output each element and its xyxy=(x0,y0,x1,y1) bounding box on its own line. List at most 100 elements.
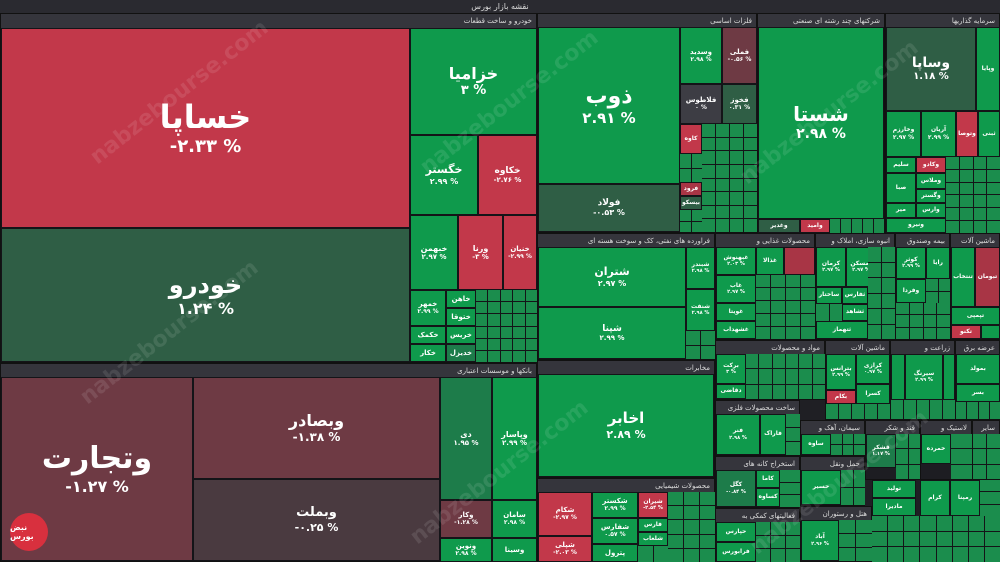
tile-sayer-sub[interactable] xyxy=(891,354,905,400)
tile-fakhooz[interactable]: فخوز ۰.۳۱ % xyxy=(722,84,757,124)
tile-fersol[interactable]: فرابورس xyxy=(716,542,756,562)
tile-madira[interactable]: مادیرا xyxy=(872,498,916,516)
tile-kave[interactable]: کاوه xyxy=(680,124,702,154)
tile-kerazi[interactable]: کرازی ۰.۹۷ % xyxy=(856,354,890,384)
tile-shaksht[interactable]: شنفت ۲.۹۸ % xyxy=(686,289,715,331)
tile-vafarda[interactable]: وفردا xyxy=(896,279,926,303)
tile-kheihan[interactable]: خبهمن ۲.۹۷ % xyxy=(410,215,458,290)
tile-fashr[interactable]: قشکر ۱.۱۷ % xyxy=(866,434,896,468)
tile-vatooza[interactable]: وتوصا xyxy=(956,111,978,157)
tile-tiab[interactable]: آباد ۲.۹۶ % xyxy=(801,520,839,561)
tile-kama[interactable]: کاما xyxy=(756,470,780,488)
tile-vagostar[interactable]: وگستر xyxy=(916,189,946,203)
tile-food-red[interactable] xyxy=(784,247,815,275)
tile-betrans[interactable]: بترانس ۲.۹۹ % xyxy=(826,354,856,390)
tile-khetoop[interactable]: ختوقا xyxy=(446,308,476,326)
tile-vasapa[interactable]: وساپا ۱.۱۸ % xyxy=(886,27,976,111)
tile-shekam[interactable]: شکام -۲.۹۷ % xyxy=(538,492,592,536)
tile-kerman[interactable]: کرمان ۲.۹۷ % xyxy=(816,247,846,287)
tile-foroud[interactable]: فرود xyxy=(680,182,702,196)
tile-khasapa[interactable]: خساپا -۲.۳۳ % xyxy=(1,28,410,228)
tile-kuhsar[interactable]: کوثر ۲.۹۹ % xyxy=(896,247,926,279)
tile-dalghi[interactable]: دقاضی xyxy=(716,384,746,399)
tile-shaltab[interactable]: شلعاب xyxy=(638,532,668,546)
tile-shepna[interactable]: شپنا ۲.۹۹ % xyxy=(538,307,686,359)
tile-tephi[interactable]: تپمپی xyxy=(951,307,1000,325)
tile-khekar[interactable]: خکار xyxy=(410,344,446,362)
tile-fameli[interactable]: فملی -۰.۵۶ % xyxy=(722,27,757,84)
tile-vamlas[interactable]: وملاس xyxy=(916,173,946,189)
tile-bemoled[interactable]: بمولد xyxy=(956,354,1000,384)
tile-vsina[interactable]: وسینا xyxy=(492,538,537,562)
tile-kasra[interactable]: کسرا xyxy=(856,384,890,404)
tile-khodro[interactable]: خودرو ۱.۲۴ % xyxy=(1,228,410,362)
tile-vpasar[interactable]: وپاسار ۲.۹۹ % xyxy=(492,377,537,500)
tile-ghoyia[interactable]: غویتا xyxy=(716,303,756,321)
tile-shepli[interactable]: شپلی -۲.۰۳ % xyxy=(538,536,592,562)
tile-vasadid[interactable]: وسدید ۲.۹۸ % xyxy=(680,27,722,84)
tile-khoshd[interactable]: خمرده xyxy=(921,434,951,464)
tile-vares[interactable]: وارس xyxy=(916,203,946,218)
tile-vbsader[interactable]: وبصادر -۱.۳۸ % xyxy=(193,377,440,479)
tile-saveh[interactable]: ساوه xyxy=(801,434,831,455)
tile-vbmellat[interactable]: وبملت -۰.۲۵ % xyxy=(193,479,440,561)
tile-akhabar[interactable]: اخابر ۲.۸۹ % xyxy=(538,374,714,477)
tile-farak[interactable]: فاراک xyxy=(760,414,786,455)
tile-vamid[interactable]: وامید xyxy=(800,219,830,233)
tile-foolad[interactable]: فولاد -۰.۵۳ % xyxy=(538,184,680,232)
tile-machinery-small[interactable] xyxy=(981,325,1000,339)
tile-haderl[interactable]: حپارس xyxy=(716,522,756,542)
tile-khaan[interactable]: خاهن xyxy=(446,290,476,308)
tile-gbehsh[interactable]: غبهنوش ۲.۰۳ % xyxy=(716,247,756,275)
tile-kharis[interactable]: خریس xyxy=(446,326,476,344)
tile-kenosa[interactable]: کساوه xyxy=(756,488,780,507)
tile-shetran[interactable]: شتران ۲.۹۷ % xyxy=(538,247,686,307)
tile-sakhtar[interactable]: ساختار xyxy=(816,287,842,304)
tile-sesabni[interactable]: ثبنی xyxy=(978,111,1000,157)
tile-ghenab[interactable]: غاب ۲.۹۷ % xyxy=(716,275,756,303)
tile-kerm[interactable]: کرام xyxy=(920,480,950,516)
tile-khkamak[interactable]: خکمک xyxy=(410,326,446,344)
tile-saba[interactable]: صبا xyxy=(886,173,916,203)
tile-falans[interactable]: ثفارس xyxy=(842,287,868,304)
tile-salim[interactable]: سلیم xyxy=(886,157,916,173)
tile-tolid[interactable]: تولید xyxy=(872,480,916,498)
tile-salman[interactable]: سامان ۲.۹۸ % xyxy=(492,500,537,538)
tile-zob[interactable]: ذوب ۲.۹۱ % xyxy=(538,27,680,184)
tile-fanar[interactable]: فنر ۲.۹۸ % xyxy=(716,414,760,455)
tile-shahd[interactable]: ثشاهد xyxy=(842,304,868,321)
tile-khegostar[interactable]: خگستر ۲.۹۹ % xyxy=(410,135,478,215)
tile-hesir[interactable]: حسیر xyxy=(801,470,841,505)
tile-ghazal[interactable]: غذالا xyxy=(756,247,784,275)
tile-ramina[interactable]: رمپنا xyxy=(950,480,980,516)
tile-zamin[interactable] xyxy=(943,354,955,400)
tile-tenakhab[interactable]: تنتخاب xyxy=(951,247,975,307)
tile-fares[interactable]: فارس xyxy=(638,518,668,532)
tile-khemohr[interactable]: خمهر ۲.۹۹ % xyxy=(410,290,446,326)
tile-di[interactable]: دی ۱.۹۵ % xyxy=(440,377,492,500)
tile-tehmaz[interactable]: ثتهماز xyxy=(816,321,868,339)
tile-khenian[interactable]: خنیان -۲.۹۹ % xyxy=(503,215,537,290)
tile-raia[interactable]: رایا xyxy=(926,247,950,279)
tile-vkar[interactable]: وکار -۱.۲۸ % xyxy=(440,500,492,538)
tile-khodira[interactable]: خدیزل xyxy=(446,344,476,362)
tile-sirang[interactable]: سیرنگ ۲.۹۹ % xyxy=(905,354,943,400)
tile-bark[interactable]: برکت ۳ % xyxy=(716,354,746,384)
tile-shekasr[interactable]: شکستر ۲.۹۹ % xyxy=(592,492,638,518)
tile-mir[interactable]: میر xyxy=(886,203,916,218)
tile-vorta[interactable]: ورنا -۳ % xyxy=(458,215,503,290)
tile-ghshahd[interactable]: غشهداب xyxy=(716,321,756,339)
tile-shefaran[interactable]: شفارس ۰.۵۷ % xyxy=(592,518,638,544)
tile-vakado[interactable]: وکادو xyxy=(916,157,946,173)
tile-vaniroo[interactable]: ونیرو xyxy=(886,218,946,233)
tile-bekam[interactable]: بکام xyxy=(826,390,856,404)
tile-biskoo[interactable]: بیسکو xyxy=(680,196,702,210)
tile-vakharazm[interactable]: وخارزم ۲.۹۷ % xyxy=(886,111,921,157)
tile-kegol[interactable]: کگل -۰.۸۴ % xyxy=(716,470,756,507)
tile-shiran[interactable]: شیران -۲.۵۴ % xyxy=(638,492,668,518)
tile-khazamia[interactable]: خزامیا ۳ % xyxy=(410,28,537,135)
tile-shandar[interactable]: شبندر ۲.۹۸ % xyxy=(686,247,715,289)
tile-felatoos[interactable]: فلاطوس ۰ % xyxy=(680,84,722,124)
tile-vapaya[interactable]: وپایا xyxy=(976,27,1000,111)
tile-tinomak[interactable]: تبومان xyxy=(975,247,1000,307)
